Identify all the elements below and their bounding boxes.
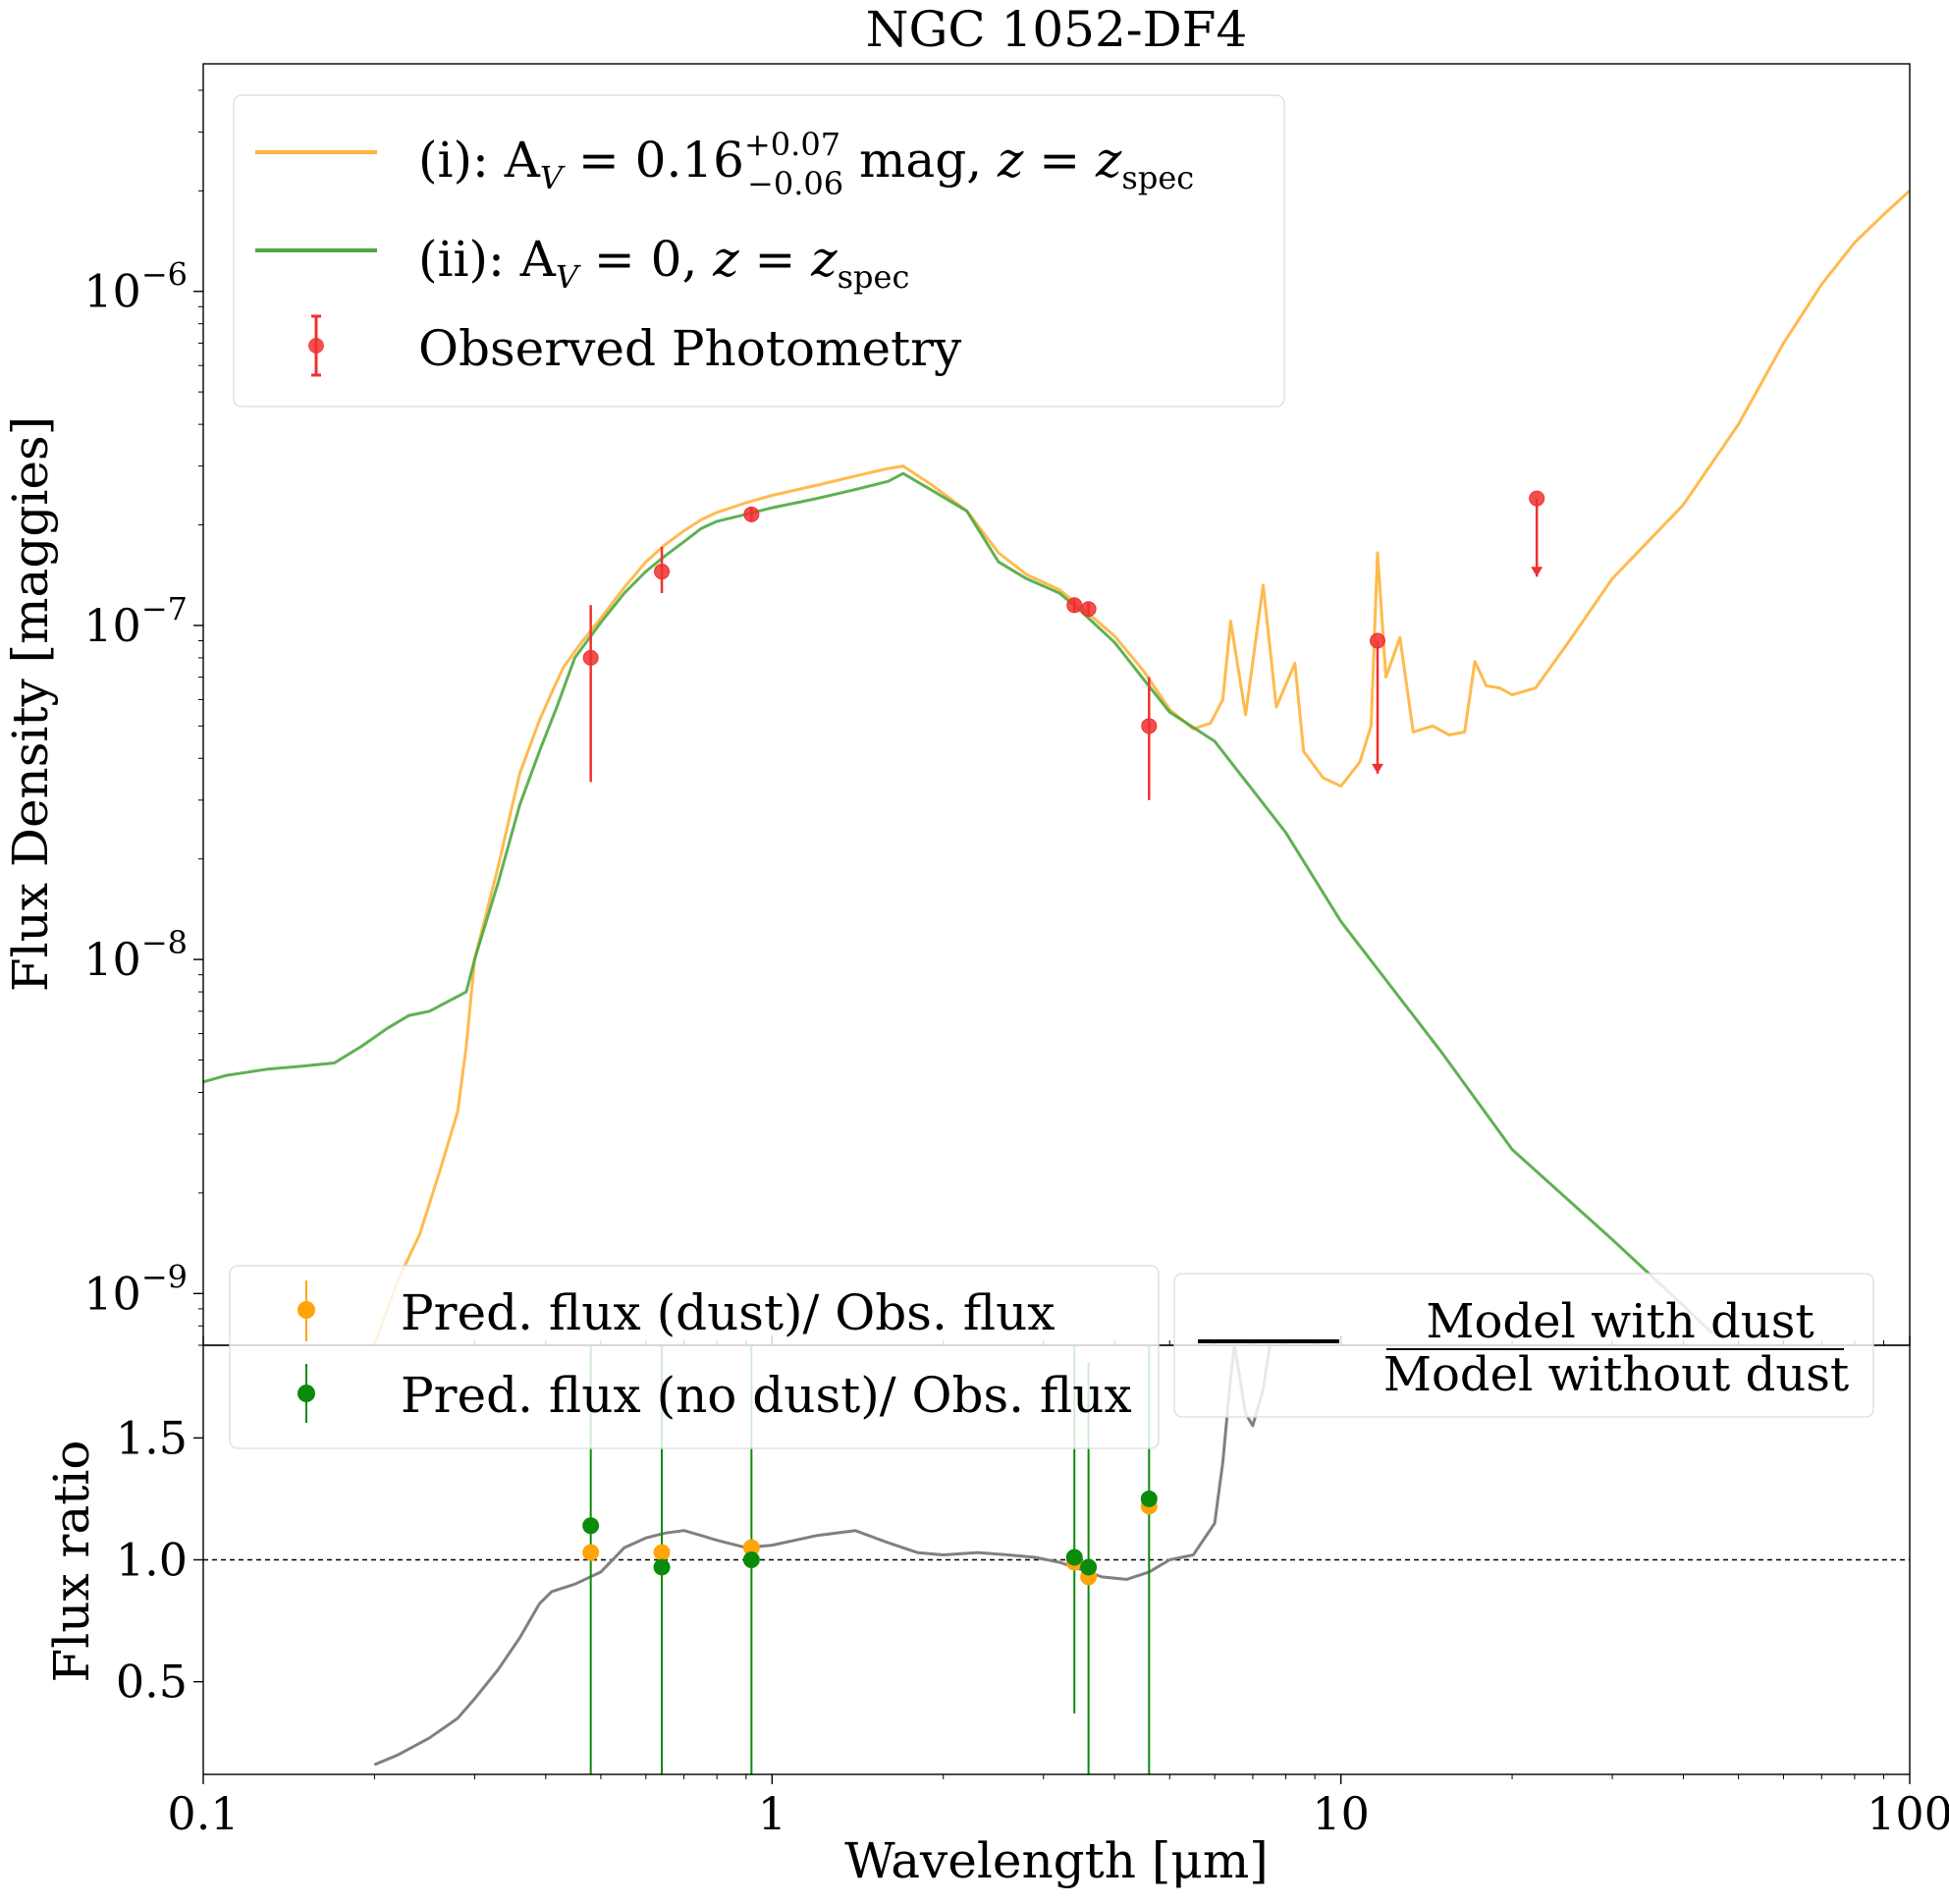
ratio-point-nodust-9 bbox=[1065, 1549, 1083, 1566]
sed-panel: 10−910−810−710−6 Flux Density [maggies] … bbox=[2, 63, 1911, 1346]
ratio-y-axis-label: Flux ratio bbox=[43, 1441, 100, 1683]
ratio-point-dust-2 bbox=[742, 1539, 760, 1556]
observed-upper-limit-arrow-7 bbox=[1531, 567, 1543, 577]
legend-label-dust: (i): AV = 0.16+0.07 −0.06 mag, z = zspec bbox=[418, 126, 1194, 202]
legend-marker-observed bbox=[308, 314, 324, 377]
ratio-panel: 0.5 1.0 1.5 0.1 1 10 100 Flux ratio Wavelengt… bbox=[43, 1265, 1949, 1889]
observed-point-4 bbox=[1080, 601, 1097, 618]
legend-label-nodust: (ii): AV = 0, z = zspec bbox=[418, 231, 909, 296]
ratio-point-nodust-8 bbox=[742, 1551, 760, 1568]
x-tick-label-0: 0.1 bbox=[167, 1787, 239, 1840]
observed-point-0 bbox=[582, 649, 599, 666]
sed-y-tick-label-2: 10−7 bbox=[83, 590, 188, 652]
legend-ratio-denominator: Model without dust bbox=[1383, 1347, 1849, 1402]
sed-y-tick-label-1: 10−8 bbox=[83, 924, 188, 986]
legend-ratio-dust-dot bbox=[298, 1301, 315, 1319]
sed-y-axis-label: Flux Density [maggies] bbox=[2, 416, 59, 992]
ratio-point-dust-1 bbox=[653, 1544, 671, 1561]
ratio-y-tick-label-2: 1.5 bbox=[116, 1411, 188, 1464]
ratio-y-tick-label-0: 0.5 bbox=[116, 1656, 188, 1709]
x-tick-label-2: 10 bbox=[1312, 1787, 1370, 1840]
sed-y-tick-layer: 10−9 10−8 10−7 10−6 bbox=[83, 89, 203, 1346]
ratio-point-nodust-7 bbox=[653, 1558, 671, 1576]
observed-point-5 bbox=[1141, 718, 1158, 734]
series-line-nodust bbox=[203, 471, 1714, 1334]
ratio-y-tick-label-1: 1.0 bbox=[116, 1534, 188, 1587]
sed-legend-box bbox=[233, 94, 1285, 408]
ratio-legend-right: Model with dust Model without dust bbox=[1173, 1273, 1874, 1418]
ratio-point-dust-0 bbox=[582, 1544, 600, 1561]
legend-marker-ratio-dust bbox=[298, 1280, 315, 1341]
ratio-legend-left: Pred. flux (dust)/ Obs. flux Pred. flux … bbox=[229, 1265, 1160, 1449]
sed-legend: (i): AV = 0.16+0.07 −0.06 mag, z = zspec … bbox=[233, 94, 1285, 408]
observed-upper-limit-arrow-6 bbox=[1372, 763, 1384, 774]
observed-point-1 bbox=[654, 564, 671, 580]
legend-label-ratio-dust: Pred. flux (dust)/ Obs. flux bbox=[401, 1284, 1055, 1341]
legend-ratio-nodust-dot bbox=[298, 1385, 315, 1402]
x-tick-label-1: 1 bbox=[758, 1787, 786, 1840]
legend-label-ratio-nodust: Pred. flux (no dust)/ Obs. flux bbox=[401, 1367, 1132, 1424]
series-line-dust bbox=[372, 190, 1910, 1345]
ratio-legend-left-box bbox=[229, 1265, 1160, 1449]
observed-point-3 bbox=[1066, 597, 1083, 614]
x-axis-label: Wavelength [μm] bbox=[844, 1832, 1269, 1889]
observed-point-6 bbox=[1370, 632, 1386, 649]
ratio-curve bbox=[373, 1345, 1272, 1767]
observed-point-7 bbox=[1529, 490, 1545, 507]
observed-point-2 bbox=[743, 506, 760, 522]
ratio-point-nodust-6 bbox=[582, 1517, 600, 1535]
legend-observed-dot bbox=[308, 338, 324, 354]
sed-y-tick-label-0: 10−9 bbox=[83, 1258, 188, 1320]
x-tick-label-3: 100 bbox=[1867, 1787, 1949, 1840]
ratio-point-nodust-11 bbox=[1140, 1490, 1158, 1507]
ratio-legend-right-box bbox=[1173, 1273, 1874, 1418]
sed-y-tick-label-3: 10−6 bbox=[83, 256, 188, 318]
legend-marker-ratio-nodust bbox=[298, 1364, 315, 1423]
legend-label-observed: Observed Photometry bbox=[418, 320, 962, 377]
ratio-point-nodust-10 bbox=[1080, 1558, 1098, 1576]
legend-ratio-numerator: Model with dust bbox=[1426, 1294, 1814, 1349]
chart-title: NGC 1052-DF4 bbox=[866, 1, 1248, 58]
